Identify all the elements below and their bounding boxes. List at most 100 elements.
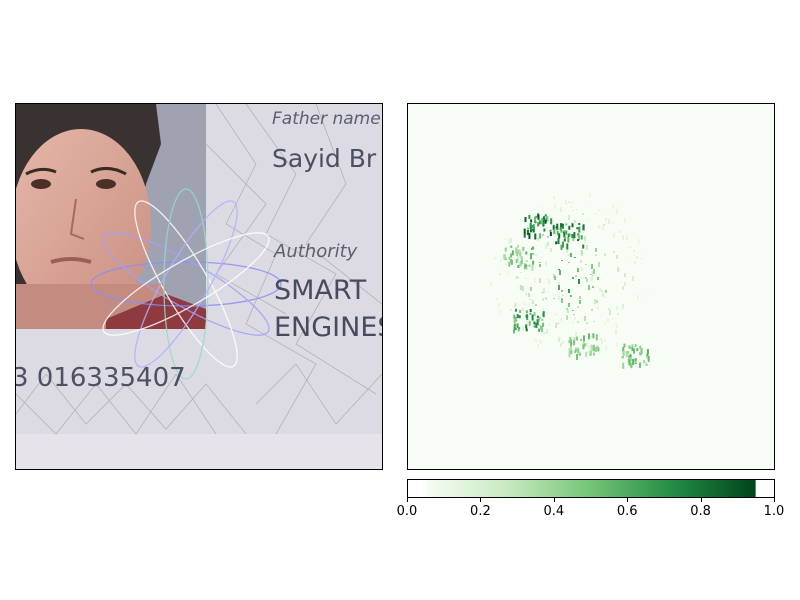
heatmap-cell [588,285,590,290]
heatmap-cells [490,193,650,369]
heatmap-cell [550,248,552,252]
heatmap-hotspot [631,345,634,349]
heatmap-cell [615,330,617,335]
heatmap-hotspot [629,354,632,358]
heatmap-cell [547,242,549,246]
heatmap-hotspot [570,343,572,348]
heatmap-cell [571,222,573,224]
heatmap-hotspot [516,323,519,327]
heatmap-hotspot [546,216,549,219]
heatmap-hotspot [517,244,519,248]
heatmap-cell [561,260,563,261]
heatmap-cell [525,278,527,279]
heatmap-hotspot [515,247,518,254]
heatmap-hotspot [530,247,533,250]
heatmap-hotspot [592,333,595,339]
colorbar-tick [774,498,775,502]
heatmap-hotspot [575,347,577,352]
heatmap-hotspot [583,335,585,342]
heatmap-hotspot [516,260,519,263]
heatmap-hotspot [518,315,521,319]
heatmap-cell [570,253,572,257]
heatmap-cell [514,303,516,307]
heatmap-hotspot [508,256,511,260]
heatmap-cell [588,345,590,349]
heatmap-cell [586,219,588,221]
heatmap-hotspot [503,256,506,260]
heatmap-hotspot [520,256,523,262]
heatmap-hotspot [621,356,624,359]
heatmap-hotspot [535,322,538,328]
security-pattern [16,104,382,435]
heatmap-cell [598,262,600,267]
heatmap-hotspot [528,320,531,326]
heatmap-cell [639,284,641,285]
heatmap-cell [605,218,607,221]
heatmap-cell [500,265,502,266]
heatmap-hotspot [562,223,564,229]
heatmap-cell [537,239,539,241]
heatmap-cell [571,201,573,204]
heatmap-hotspot [633,348,635,354]
heatmap-cell [577,306,579,308]
heatmap-hotspot [525,260,528,262]
heatmap-hotspot [530,230,532,233]
heatmap-hotspot [627,351,630,355]
heatmap-cell [592,286,594,288]
heatmap-cell [524,303,526,305]
heatmap-hotspot [630,357,632,362]
heatmap-hotspot [577,233,580,237]
heatmap-hotspot [524,264,527,267]
heatmap-hotspot [567,236,570,243]
heatmap-cell [507,271,509,275]
heatmap-cell [617,313,619,315]
heatmap-cell [581,267,583,271]
heatmap-hotspot [534,233,537,240]
heatmap-cell [568,254,570,256]
heatmap-cell [586,245,588,250]
heatmap-cell [553,240,555,245]
heatmap-cell [579,300,581,304]
heatmap-hotspot [555,226,558,229]
heatmap-cell [590,274,592,275]
heatmap-cell [543,214,545,216]
heatmap-cell [516,276,518,279]
father-name-value: Sayid Br [272,144,377,173]
colorbar-tick [480,498,482,502]
heatmap-hotspot [565,230,568,235]
heatmap-cell [529,299,531,300]
heatmap-hotspot [549,232,552,236]
heatmap-cell [490,282,492,287]
heatmap-hotspot [634,344,637,348]
heatmap-cell [586,322,588,324]
heatmap-cell [634,261,636,264]
heatmap-cell [558,285,560,290]
heatmap-cell [616,206,618,207]
heatmap-cell [558,295,560,300]
heatmap-cell [584,316,586,321]
heatmap-cell [498,303,500,306]
heatmap-cell [577,268,579,272]
heatmap-cell [579,296,581,299]
heatmap-cell [531,303,533,304]
heatmap-hotspot [559,226,562,231]
heatmap-cell [602,226,604,231]
heatmap-hotspot [578,352,581,356]
heatmap-hotspot [528,232,531,239]
heatmap-cell [522,327,524,331]
heatmap-hotspot [565,223,568,226]
heatmap-cell [547,291,549,293]
heatmap-cell [585,264,587,265]
heatmap-cell [641,301,643,302]
heatmap-hotspot [597,347,600,352]
heatmap-hotspot [504,247,507,252]
heatmap-hotspot [525,324,528,329]
heatmap-hotspot [544,214,547,217]
heatmap-hotspot [633,358,636,362]
heatmap-cell [528,293,530,297]
heatmap-cell [510,309,512,311]
heatmap-hotspot [529,222,532,229]
heatmap-cell [619,230,621,233]
heatmap-cell [558,337,560,342]
heatmap-hotspot [542,322,545,327]
